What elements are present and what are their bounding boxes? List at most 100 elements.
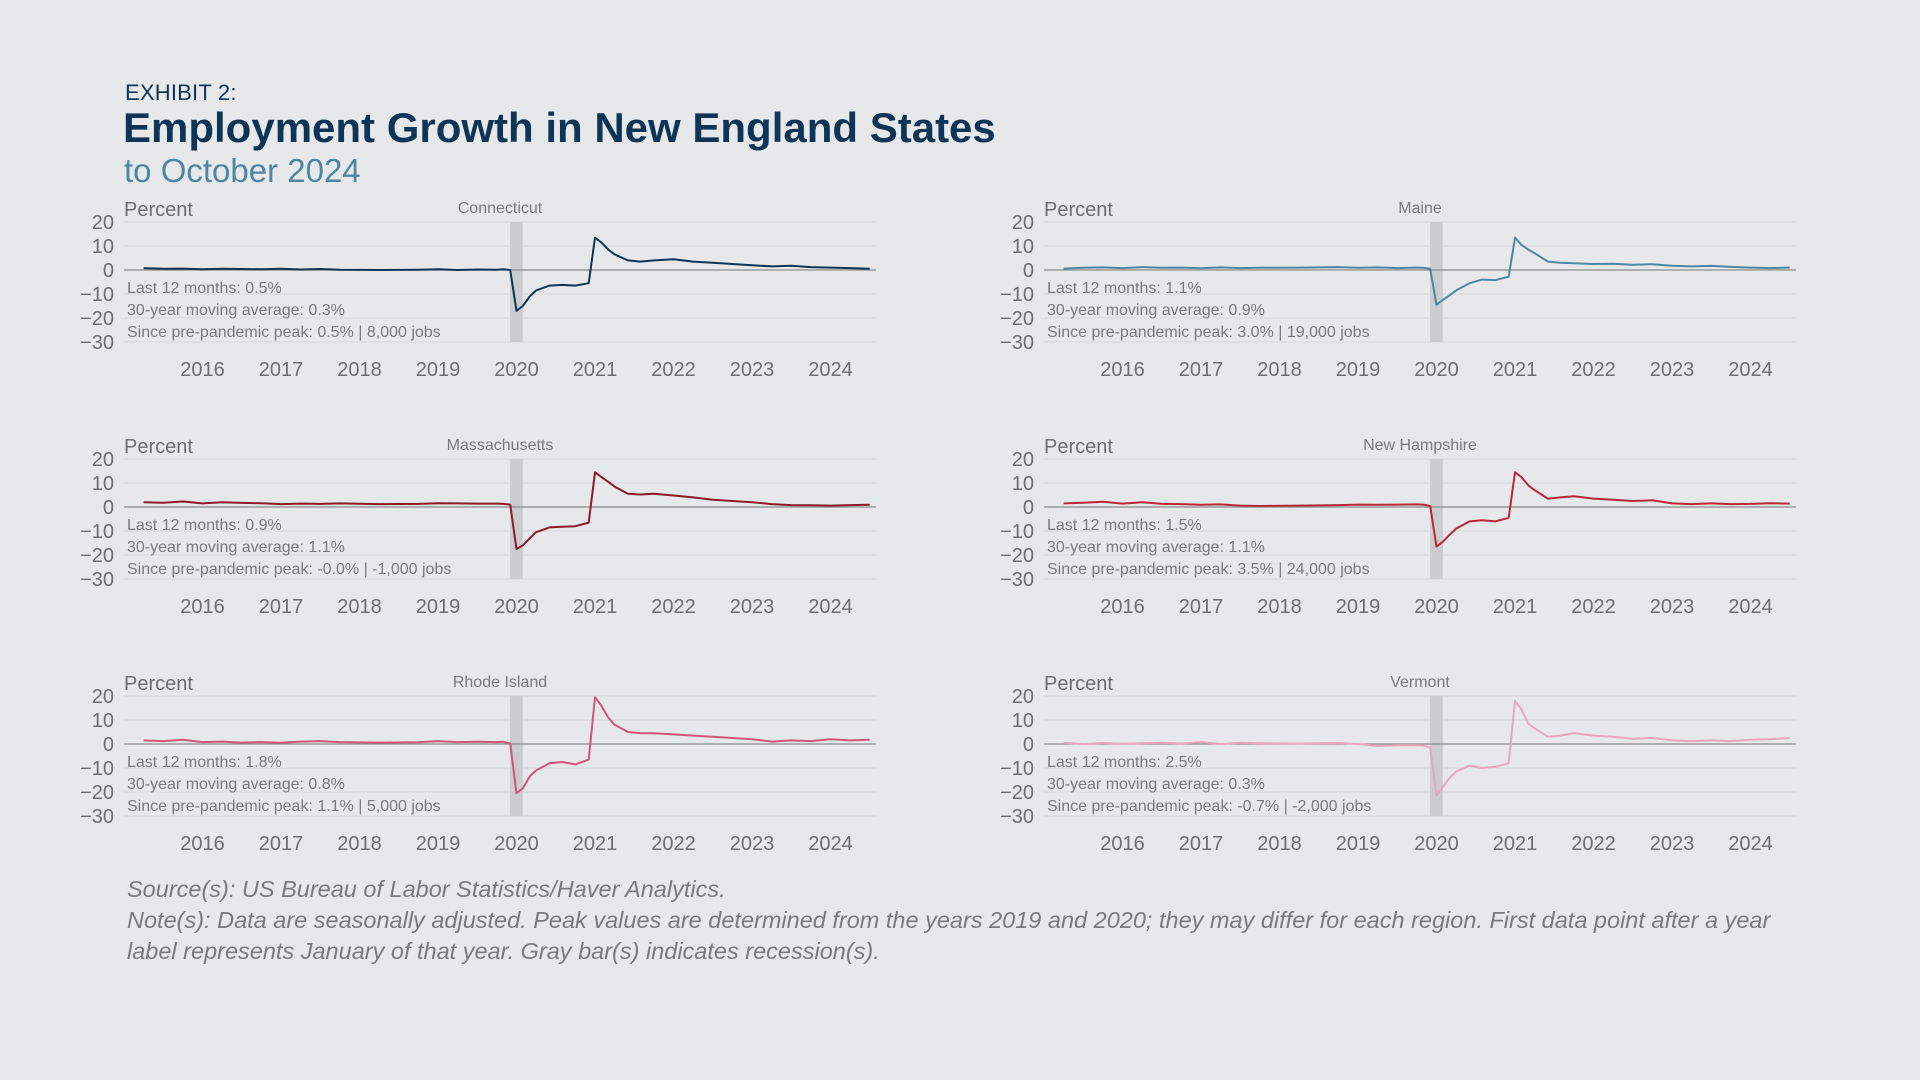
- x-tick-label: 2020: [494, 596, 539, 618]
- x-tick-label: 2018: [1257, 833, 1302, 855]
- y-tick-label: 0: [1023, 260, 1034, 282]
- source-notes: Source(s): US Bureau of Labor Statistics…: [127, 874, 1847, 967]
- recession-bar: [1430, 459, 1443, 579]
- x-tick-label: 2022: [651, 359, 696, 381]
- x-tick-label: 2024: [1728, 359, 1773, 381]
- panel-connecticut: 20 10 0 −10 −20 −30 2016 2017 2018 2019 2020 2021 20…: [80, 195, 980, 395]
- x-tick-label: 2022: [1571, 359, 1616, 381]
- x-tick-label: 2023: [730, 359, 775, 381]
- series-line: [143, 471, 870, 550]
- y-axis-label: Percent: [1044, 673, 1113, 695]
- stat-annotation: 30-year moving average: 0.8%: [127, 776, 345, 793]
- panel-title: Vermont: [1390, 674, 1450, 691]
- y-tick-label: −30: [1000, 332, 1034, 354]
- stat-annotation: Last 12 months: 1.8%: [127, 754, 282, 771]
- y-tick-label: −30: [80, 332, 114, 354]
- x-tick-label: 2019: [416, 596, 461, 618]
- panel-new-hampshire: 20 10 0 −10 −20 −30 2016 2017 2018 2019 2020 2021 20…: [1000, 432, 1900, 632]
- x-tick-label: 2018: [337, 833, 382, 855]
- x-tick-label: 2023: [1650, 596, 1695, 618]
- stat-annotation: Since pre-pandemic peak: 3.5% | 24,000 j…: [1047, 561, 1370, 578]
- panel-rhode-island: 20 10 0 −10 −20 −30 2016 2017 2018 2019 2020 2021 20…: [80, 669, 980, 869]
- y-tick-label: 0: [103, 260, 114, 282]
- y-tick-label: −20: [80, 545, 114, 567]
- recession-bar: [510, 696, 523, 816]
- note-text-line-1: Note(s): Data are seasonally adjusted. P…: [127, 907, 1771, 933]
- stat-annotation: Last 12 months: 1.1%: [1047, 280, 1202, 297]
- x-tick-label: 2024: [1728, 833, 1773, 855]
- y-tick-label: −20: [1000, 545, 1034, 567]
- source-text: Source(s): US Bureau of Labor Statistics…: [127, 876, 726, 902]
- y-axis-label: Percent: [1044, 436, 1113, 458]
- x-tick-label: 2017: [1179, 596, 1224, 618]
- x-tick-label: 2024: [808, 359, 853, 381]
- x-tick-label: 2019: [416, 359, 461, 381]
- stat-annotation: 30-year moving average: 1.1%: [127, 539, 345, 556]
- x-tick-label: 2021: [573, 833, 618, 855]
- x-tick-label: 2023: [730, 596, 775, 618]
- panel-title: Massachusetts: [447, 437, 554, 454]
- y-tick-label: 0: [103, 497, 114, 519]
- x-tick-label: 2018: [1257, 596, 1302, 618]
- x-tick-label: 2018: [337, 359, 382, 381]
- y-tick-label: 0: [1023, 497, 1034, 519]
- panel-massachusetts: 20 10 0 −10 −20 −30 2016 2017 2018 2019 2020 2021 20…: [80, 432, 980, 632]
- x-tick-label: 2017: [259, 596, 304, 618]
- stat-annotation: Since pre-pandemic peak: 0.5% | 8,000 jo…: [127, 324, 441, 341]
- x-tick-label: 2021: [1493, 596, 1538, 618]
- y-tick-label: −20: [1000, 308, 1034, 330]
- y-tick-label: 20: [1012, 449, 1034, 471]
- panel-vermont: 20 10 0 −10 −20 −30 2016 2017 2018 2019 2020 2021 20…: [1000, 669, 1900, 869]
- y-tick-label: 0: [103, 734, 114, 756]
- stat-annotation: Last 12 months: 1.5%: [1047, 517, 1202, 534]
- x-tick-label: 2020: [1414, 359, 1459, 381]
- y-tick-label: −10: [80, 284, 114, 306]
- y-tick-label: −30: [80, 806, 114, 828]
- y-tick-label: 20: [92, 686, 114, 708]
- chart-title: Employment Growth in New England States: [123, 104, 996, 151]
- recession-bar: [510, 222, 523, 342]
- x-tick-label: 2021: [573, 596, 618, 618]
- x-tick-label: 2021: [573, 359, 618, 381]
- stat-annotation: Since pre-pandemic peak: -0.7% | -2,000 …: [1047, 798, 1371, 815]
- x-tick-label: 2022: [1571, 596, 1616, 618]
- x-tick-label: 2019: [1336, 359, 1381, 381]
- y-tick-label: 0: [1023, 734, 1034, 756]
- x-tick-label: 2023: [730, 833, 775, 855]
- x-tick-label: 2018: [337, 596, 382, 618]
- panel-maine: 20 10 0 −10 −20 −30 2016 2017 2018 2019 2020 2021 20…: [1000, 195, 1900, 395]
- y-tick-label: −10: [1000, 521, 1034, 543]
- series-line: [1063, 236, 1790, 306]
- recession-bar: [1430, 696, 1443, 816]
- x-tick-label: 2016: [180, 596, 225, 618]
- y-tick-label: −30: [1000, 569, 1034, 591]
- note-text-line-2: label represents January of that year. G…: [127, 938, 880, 964]
- x-tick-label: 2024: [808, 833, 853, 855]
- stat-annotation: Since pre-pandemic peak: -0.0% | -1,000 …: [127, 561, 451, 578]
- x-tick-label: 2017: [1179, 359, 1224, 381]
- chart-subtitle: to October 2024: [124, 152, 361, 189]
- y-axis-label: Percent: [124, 436, 193, 458]
- y-tick-label: 10: [1012, 236, 1034, 258]
- y-tick-label: −20: [80, 308, 114, 330]
- y-axis-label: Percent: [124, 673, 193, 695]
- recession-bar: [1430, 222, 1443, 342]
- y-tick-label: 10: [92, 710, 114, 732]
- x-tick-label: 2017: [259, 833, 304, 855]
- x-tick-label: 2016: [1100, 596, 1145, 618]
- x-tick-label: 2016: [180, 833, 225, 855]
- x-tick-label: 2020: [1414, 596, 1459, 618]
- x-tick-label: 2018: [1257, 359, 1302, 381]
- y-tick-label: 10: [1012, 710, 1034, 732]
- recession-bar: [510, 459, 523, 579]
- y-tick-label: −30: [1000, 806, 1034, 828]
- series-line: [1063, 699, 1790, 797]
- panel-title: New Hampshire: [1363, 437, 1477, 454]
- x-tick-label: 2019: [416, 833, 461, 855]
